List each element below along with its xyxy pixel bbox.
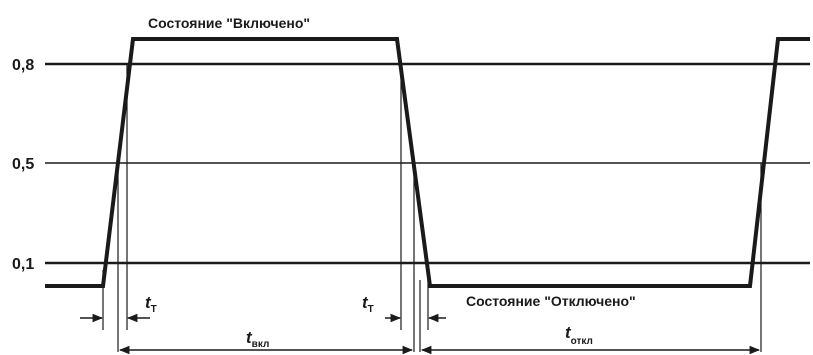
on-time-label: tвкл [246, 328, 269, 350]
off-time-label: tоткл [565, 323, 593, 347]
switching-waveform [45, 37, 810, 288]
rise-time-label: tT [145, 293, 157, 315]
level-label-mid: 0,5 [12, 156, 34, 173]
state-on-label: Состояние "Включено" [148, 15, 310, 31]
level-label-high: 0,8 [12, 57, 34, 74]
fall-time-label: tT [362, 293, 374, 315]
level-label-low: 0,1 [12, 256, 34, 273]
state-off-label: Состояние "Отключено" [466, 293, 636, 309]
